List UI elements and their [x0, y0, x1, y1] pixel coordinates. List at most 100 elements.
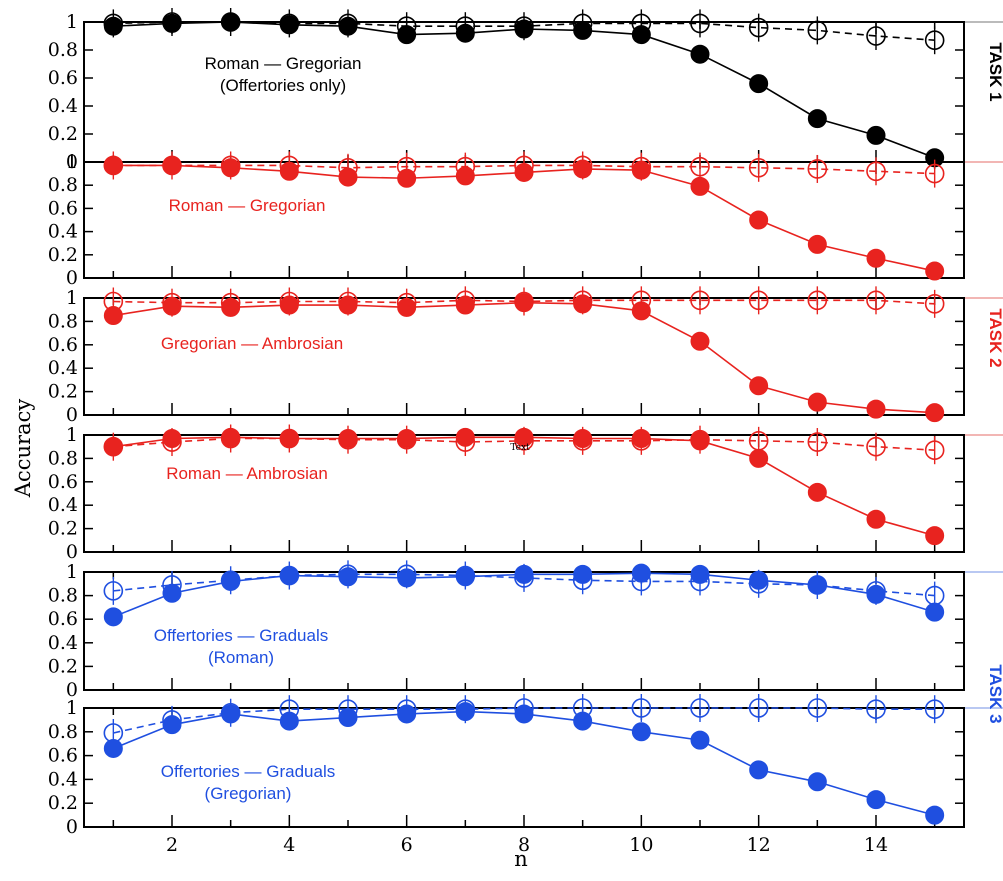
x-tick-label: 6 — [401, 834, 413, 856]
data-point-filled — [162, 155, 182, 175]
data-point-filled — [397, 297, 417, 317]
data-point-filled — [749, 570, 769, 590]
data-point-filled — [455, 166, 475, 186]
y-tick-label: 0 — [66, 151, 78, 173]
panel-5: 00.20.40.60.81 Offertories — Graduals (Rom… — [48, 560, 1003, 701]
data-point-open — [807, 159, 828, 179]
y-tick-label: 1 — [66, 561, 78, 583]
data-point-filled — [866, 125, 886, 145]
data-point-filled — [338, 167, 358, 187]
y-tick-label: 0.8 — [48, 721, 78, 743]
data-point-open — [866, 26, 886, 46]
panel-label: Roman — Ambrosian — [166, 464, 328, 483]
data-point-open — [866, 699, 886, 719]
panel-6: 00.20.40.60.81 Offertories — Graduals (Gre… — [48, 694, 1003, 856]
data-point-filled — [103, 437, 123, 457]
y-tick-label: 0.4 — [48, 95, 78, 117]
data-point-open — [866, 161, 886, 182]
panel-frame — [83, 21, 965, 163]
data-point-open — [690, 156, 710, 177]
data-point-filled — [573, 429, 593, 449]
data-point-filled — [221, 571, 241, 591]
panel-label: (Offertories only) — [220, 76, 346, 95]
data-point-filled — [514, 162, 534, 182]
data-point-filled — [338, 429, 358, 449]
data-point-filled — [690, 176, 710, 196]
task-label: TASK 2 — [986, 308, 1003, 367]
x-tick-label: 10 — [629, 834, 653, 856]
panel-label: (Gregorian) — [205, 784, 292, 803]
data-point-filled — [807, 575, 827, 595]
y-tick-label: 0 — [66, 816, 78, 838]
panel-label: Roman — Gregorian — [169, 196, 326, 215]
y-tick-label: 0.8 — [48, 174, 78, 196]
data-point-filled — [631, 25, 651, 45]
data-point-open — [807, 698, 828, 718]
data-point-filled — [103, 155, 123, 175]
data-point-filled — [866, 399, 886, 419]
data-point-filled — [455, 295, 475, 315]
data-point-filled — [514, 427, 534, 447]
data-point-filled — [807, 392, 827, 412]
data-point-filled — [749, 210, 769, 230]
data-point-open — [807, 20, 828, 41]
y-tick-label: 0.6 — [48, 745, 78, 767]
data-point-filled — [103, 16, 123, 36]
data-point-filled — [397, 704, 417, 724]
data-point-filled — [397, 429, 417, 449]
data-point-filled — [866, 790, 886, 810]
x-tick-label: 4 — [283, 834, 295, 856]
data-point-filled — [514, 564, 534, 584]
y-tick-label: 0.6 — [48, 197, 78, 219]
data-point-filled — [279, 295, 299, 315]
data-point-filled — [221, 704, 241, 724]
data-point-open — [924, 163, 945, 184]
data-point-filled — [455, 23, 475, 43]
task-label: TASK 1 — [986, 42, 1003, 101]
data-point-open — [924, 294, 945, 314]
y-tick-label: 0 — [66, 404, 78, 426]
data-point-filled — [866, 584, 886, 604]
panel-4: 00.20.40.60.81 Roman — Ambrosian — [48, 424, 1003, 563]
panel-frame — [83, 297, 965, 416]
data-point-filled — [221, 427, 241, 447]
y-tick-label: 1 — [66, 287, 78, 309]
y-tick-label: 0.4 — [48, 357, 78, 379]
data-point-filled — [573, 294, 593, 314]
data-point-filled — [925, 602, 945, 622]
data-point-filled — [103, 306, 123, 326]
panel-label: (Roman) — [208, 648, 274, 667]
data-point-filled — [338, 567, 358, 587]
panel-label: Gregorian — Ambrosian — [161, 334, 343, 353]
data-point-filled — [749, 376, 769, 396]
data-point-filled — [514, 293, 534, 313]
y-tick-label: 0.4 — [48, 494, 78, 516]
data-point-filled — [162, 296, 182, 316]
data-point-open — [748, 698, 769, 718]
data-point-filled — [925, 526, 945, 546]
data-point-open — [924, 440, 945, 461]
x-tick-label: 14 — [864, 834, 888, 856]
panel-label: Offertories — Graduals — [154, 626, 328, 645]
data-point-open — [748, 17, 769, 38]
data-point-open — [924, 699, 945, 719]
data-point-filled — [162, 583, 182, 603]
data-point-filled — [690, 564, 710, 584]
data-point-filled — [925, 261, 945, 281]
data-point-filled — [807, 234, 827, 254]
data-point-filled — [279, 711, 299, 731]
y-tick-label: 0.8 — [48, 447, 78, 469]
y-tick-label: 0.2 — [48, 518, 78, 540]
y-tick-label: 0.8 — [48, 585, 78, 607]
data-point-open — [807, 432, 828, 452]
y-tick-label: 0 — [66, 267, 78, 289]
data-point-open — [690, 698, 710, 718]
data-point-filled — [162, 429, 182, 449]
data-point-filled — [162, 715, 182, 735]
data-point-filled — [749, 74, 769, 94]
y-tick-label: 1 — [66, 151, 78, 173]
data-point-filled — [631, 160, 651, 180]
data-point-filled — [455, 702, 475, 722]
data-point-filled — [807, 482, 827, 502]
data-point-filled — [749, 760, 769, 780]
